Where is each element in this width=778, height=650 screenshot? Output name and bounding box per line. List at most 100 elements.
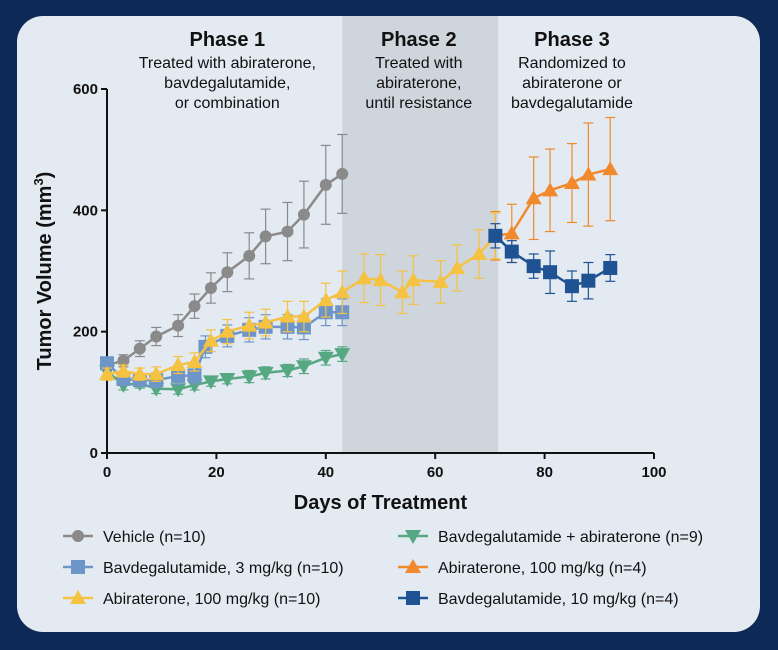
data-point bbox=[186, 379, 203, 394]
data-point bbox=[488, 228, 503, 243]
y-tick-label: 200 bbox=[73, 324, 98, 341]
data-point bbox=[281, 225, 294, 238]
data-point bbox=[170, 383, 187, 398]
data-point bbox=[171, 368, 186, 383]
y-axis-title-text: Tumor Volume (mm bbox=[34, 186, 56, 371]
legend-item: Bavdegalutamide, 10 mg/kg (n=4) bbox=[398, 591, 679, 608]
phase-2-description-line: Treated with bbox=[375, 55, 462, 72]
data-point bbox=[356, 270, 373, 285]
data-point bbox=[241, 317, 258, 332]
data-point bbox=[504, 244, 519, 259]
y-axis-title-superscript: 3 bbox=[31, 178, 46, 185]
phase-3-description-line: abiraterone or bbox=[522, 75, 622, 92]
legend-swatch-marker bbox=[72, 530, 84, 542]
y-axis-title-close: ) bbox=[34, 172, 56, 179]
data-point bbox=[188, 300, 201, 313]
data-point bbox=[243, 249, 256, 262]
phase-1-description-line: or combination bbox=[175, 95, 280, 112]
data-point bbox=[543, 265, 558, 280]
data-point bbox=[405, 272, 422, 287]
legend-item: Abiraterone, 100 mg/kg (n=4) bbox=[398, 559, 647, 577]
data-point bbox=[259, 230, 272, 243]
x-tick-label: 0 bbox=[103, 464, 111, 481]
x-tick-label: 60 bbox=[427, 464, 444, 481]
data-point bbox=[99, 366, 115, 381]
data-point bbox=[131, 366, 148, 381]
data-point bbox=[148, 366, 165, 381]
data-point bbox=[170, 357, 187, 372]
data-point bbox=[526, 259, 541, 274]
data-point bbox=[219, 372, 236, 387]
legend-label: Bavdegalutamide, 3 mg/kg (n=10) bbox=[103, 560, 344, 577]
phase-1-description-line: bavdegalutamide, bbox=[164, 75, 290, 92]
data-point bbox=[187, 368, 202, 383]
legend-item: Bavdegalutamide + abiraterone (n=9) bbox=[398, 529, 703, 546]
data-point bbox=[202, 332, 219, 347]
data-point bbox=[470, 246, 487, 261]
data-point bbox=[219, 323, 236, 338]
data-point bbox=[394, 284, 411, 299]
phase-2-description-line: abiraterone, bbox=[376, 75, 461, 92]
legend-label: Bavdegalutamide + abiraterone (n=9) bbox=[438, 529, 703, 546]
x-tick-label: 40 bbox=[317, 464, 334, 481]
y-tick-label: 0 bbox=[90, 445, 98, 462]
series-line bbox=[106, 234, 497, 376]
phase-2-title: Phase 2 bbox=[381, 29, 457, 51]
legend-item: Vehicle (n=10) bbox=[63, 529, 206, 546]
data-point bbox=[564, 279, 579, 294]
x-tick-label: 80 bbox=[536, 464, 553, 481]
data-point bbox=[581, 273, 596, 288]
legend-swatch-marker bbox=[70, 590, 86, 604]
phase-1-title: Phase 1 bbox=[190, 29, 266, 51]
data-point bbox=[319, 178, 332, 191]
data-point bbox=[279, 308, 296, 323]
data-point bbox=[563, 175, 580, 190]
x-tick-label: 100 bbox=[641, 464, 666, 481]
x-axis-title: Days of Treatment bbox=[294, 492, 468, 514]
data-point bbox=[503, 225, 520, 240]
legend-swatch-marker bbox=[406, 591, 420, 605]
data-point bbox=[602, 161, 619, 176]
data-point bbox=[336, 167, 349, 180]
phase-3-description-line: Randomized to bbox=[518, 55, 626, 72]
data-point bbox=[334, 284, 351, 299]
legend-item: Abiraterone, 100 mg/kg (n=10) bbox=[63, 590, 320, 608]
data-point bbox=[150, 330, 163, 343]
data-point bbox=[334, 348, 351, 363]
phase-2-shading bbox=[342, 16, 499, 453]
data-point bbox=[297, 208, 310, 221]
data-point bbox=[221, 266, 234, 279]
data-point bbox=[257, 314, 274, 329]
legend-item: Bavdegalutamide, 3 mg/kg (n=10) bbox=[63, 560, 344, 577]
legend-swatch-marker bbox=[71, 560, 85, 574]
series-5 bbox=[488, 223, 618, 302]
y-tick-label: 600 bbox=[73, 81, 98, 98]
legend-label: Bavdegalutamide, 10 mg/kg (n=4) bbox=[438, 591, 679, 608]
data-point bbox=[100, 356, 114, 371]
data-point bbox=[525, 190, 542, 205]
x-tick-label: 20 bbox=[208, 464, 225, 481]
data-point bbox=[372, 272, 389, 287]
data-point bbox=[117, 354, 130, 367]
data-point bbox=[279, 364, 296, 379]
legend-label: Abiraterone, 100 mg/kg (n=10) bbox=[103, 591, 320, 608]
data-point bbox=[317, 351, 334, 366]
legend-label: Vehicle (n=10) bbox=[103, 529, 206, 546]
phase-1-description-line: Treated with abiraterone, bbox=[139, 55, 316, 72]
y-tick-label: 400 bbox=[73, 202, 98, 219]
data-point bbox=[580, 166, 597, 181]
legend-label: Abiraterone, 100 mg/kg (n=4) bbox=[438, 560, 647, 577]
data-point bbox=[295, 308, 312, 323]
data-point bbox=[295, 360, 312, 375]
phase-2-description-line: until resistance bbox=[365, 95, 472, 112]
data-point bbox=[204, 281, 217, 294]
legend-swatch-marker bbox=[405, 559, 421, 573]
y-axis-title: Tumor Volume (mm3) bbox=[31, 172, 56, 371]
series-0 bbox=[101, 133, 349, 372]
phase-3-title: Phase 3 bbox=[534, 29, 610, 51]
data-point bbox=[542, 182, 559, 197]
data-point bbox=[449, 259, 466, 274]
data-point bbox=[133, 342, 146, 355]
legend-swatch-marker bbox=[405, 530, 421, 544]
data-point bbox=[172, 319, 185, 332]
